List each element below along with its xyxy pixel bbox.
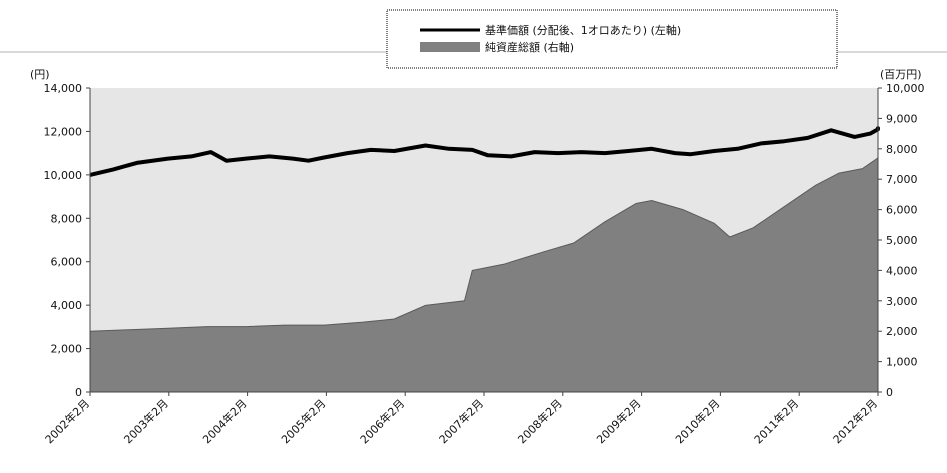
right-tick-label: 2,000 xyxy=(886,325,918,338)
left-tick-label: 8,000 xyxy=(51,212,83,225)
x-tick-label: 2004年2月 xyxy=(200,396,250,446)
right-tick-label: 10,000 xyxy=(886,82,925,95)
area-series-layer xyxy=(89,127,879,393)
right-axis-ticks: 0 1,000 2,000 3,000 4,000 5,000 6,000 7,000 8,00… xyxy=(878,82,925,399)
left-tick-label: 6,000 xyxy=(51,256,83,269)
legend-frame xyxy=(386,9,838,69)
series-nav-line xyxy=(89,126,880,177)
left-tick-label: 0 xyxy=(75,386,82,399)
x-axis-ticks: 2002年2月 2003年2月 2004年2月 2005年2月 2006年2月 2007年… xyxy=(42,392,880,446)
line-series-layer xyxy=(89,126,880,177)
x-tick-label: 2010年2月 xyxy=(672,396,722,446)
right-tick-label: 0 xyxy=(886,386,893,399)
right-tick-label: 7,000 xyxy=(886,173,918,186)
left-tick-label: 14,000 xyxy=(44,82,83,95)
x-tick-label: 2008年2月 xyxy=(515,396,565,446)
right-axis-unit: (百万円) xyxy=(880,68,922,81)
left-axis-unit: (円) xyxy=(30,68,50,81)
legend-label-line: 基準価額 (分配後、1オロあたり) (左軸) xyxy=(485,23,681,37)
legend-label-area: 純資産総額 (右軸) xyxy=(485,40,574,54)
right-tick-label: 8,000 xyxy=(886,143,918,156)
x-tick-label: 2009年2月 xyxy=(594,396,644,446)
x-tick-label: 2012年2月 xyxy=(830,396,880,446)
x-tick-label: 2003年2月 xyxy=(121,396,171,446)
right-tick-label: 5,000 xyxy=(886,234,918,247)
x-tick-label: 2005年2月 xyxy=(278,396,328,446)
left-tick-label: 2,000 xyxy=(51,343,83,356)
x-tick-label: 2007年2月 xyxy=(436,396,486,446)
x-tick-label: 2011年2月 xyxy=(751,396,801,446)
left-tick-label: 10,000 xyxy=(44,169,83,182)
right-tick-label: 4,000 xyxy=(886,264,918,277)
legend-area-swatch xyxy=(420,42,480,52)
right-tick-label: 1,000 xyxy=(886,356,918,369)
legend: 基準価額 (分配後、1オロあたり) (左軸) 純資産総額 (右軸) xyxy=(386,9,838,69)
left-axis-ticks: 0 2,000 4,000 6,000 8,000 10,000 12,000 14,000 xyxy=(44,82,90,399)
left-tick-label: 4,000 xyxy=(51,299,83,312)
series-net-assets-area xyxy=(89,127,879,393)
right-tick-label: 9,000 xyxy=(886,112,918,125)
right-tick-label: 6,000 xyxy=(886,204,918,217)
x-tick-label: 2006年2月 xyxy=(357,396,407,446)
left-tick-label: 12,000 xyxy=(44,125,83,138)
x-tick-label: 2002年2月 xyxy=(42,396,92,446)
right-tick-label: 3,000 xyxy=(886,295,918,308)
